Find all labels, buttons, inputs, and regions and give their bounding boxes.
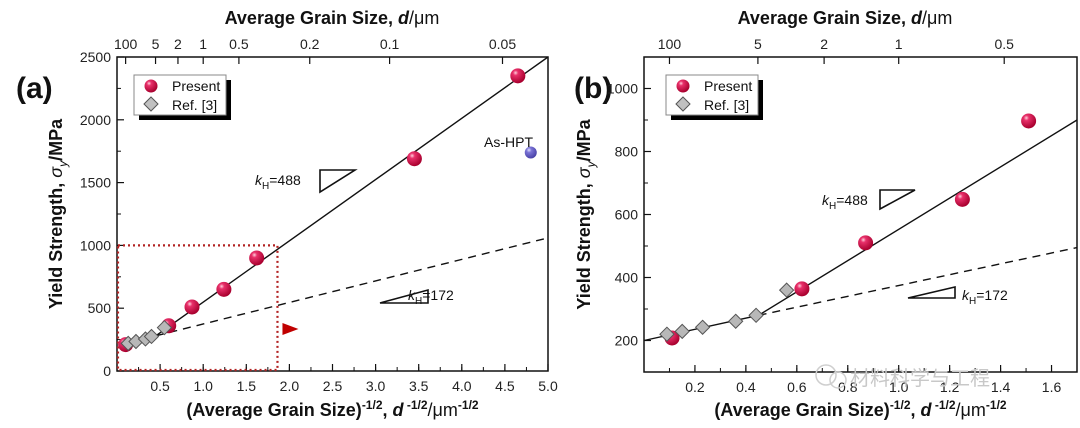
top-tick-label: 0.5 bbox=[994, 36, 1014, 52]
legend-label-present: Present bbox=[172, 78, 220, 94]
data-point-ref3 bbox=[694, 319, 711, 335]
slope-triangle-172 bbox=[907, 285, 956, 299]
top-tick-label: 100 bbox=[658, 36, 682, 52]
y-tick-label: 800 bbox=[615, 144, 639, 160]
legend-marker-ref3 bbox=[675, 96, 691, 112]
x-tick-label: 1.5 bbox=[237, 378, 257, 394]
panel-label: (b) bbox=[574, 72, 612, 105]
data-point-ref3 bbox=[778, 282, 795, 298]
data-point-ref3 bbox=[727, 313, 744, 329]
watermark: 材料科学与工程 bbox=[815, 364, 990, 390]
data-point-ref3 bbox=[156, 319, 173, 336]
x-tick-label: 3.0 bbox=[366, 378, 386, 394]
data-point-present bbox=[184, 299, 200, 315]
legend-marker-present bbox=[144, 79, 158, 93]
x-tick-label: 2.0 bbox=[280, 378, 300, 394]
top-axis-title: Average Grain Size, d/μm bbox=[225, 8, 440, 28]
top-tick-label: 1 bbox=[895, 36, 903, 52]
top-tick-label: 5 bbox=[152, 36, 160, 52]
y-tick-label: 600 bbox=[615, 207, 639, 223]
y-tick-label: 500 bbox=[88, 300, 112, 316]
legend-label-ref3: Ref. [3] bbox=[704, 97, 749, 113]
x-tick-label: 0.2 bbox=[685, 379, 705, 395]
panel-a: (a) Average Grain Size, d/μm 100 5 2 1 0.5 0.2 0… bbox=[16, 8, 558, 420]
top-tick-label: 0.2 bbox=[300, 36, 320, 52]
x-axis-title: (Average Grain Size)-1/2, d -1/2/μm-1/2 bbox=[186, 398, 479, 420]
x-tick-label: 1.4 bbox=[991, 379, 1011, 395]
y-tick-label: 1000 bbox=[607, 81, 638, 97]
top-axis-title: Average Grain Size, d/μm bbox=[738, 8, 953, 28]
wechat-icon bbox=[815, 364, 837, 386]
annotation-kh-488: kH=488 bbox=[822, 192, 868, 212]
y-axis-title: Yield Strength, σy/MPa bbox=[46, 118, 70, 309]
top-tick-label: 0.5 bbox=[229, 36, 249, 52]
x-tick-label: 0.4 bbox=[736, 379, 756, 395]
data-point-ref3 bbox=[143, 328, 160, 345]
legend-label-present: Present bbox=[704, 78, 752, 94]
x-tick-label: 2.5 bbox=[323, 378, 343, 394]
panel-label: (a) bbox=[16, 72, 53, 105]
data-point-present bbox=[1021, 113, 1037, 129]
zoom-region-box bbox=[116, 244, 279, 372]
data-point-ref3 bbox=[748, 307, 764, 324]
y-tick-label: 0 bbox=[103, 363, 111, 379]
y-tick-label: 400 bbox=[615, 270, 639, 286]
annotation-kh-172: kH=172 bbox=[408, 287, 454, 307]
top-tick-label: 1 bbox=[199, 36, 207, 52]
x-tick-label: 1.2 bbox=[940, 379, 960, 395]
data-point-present bbox=[216, 281, 232, 297]
y-tick-label: 1000 bbox=[80, 237, 111, 253]
data-point-present bbox=[510, 68, 526, 84]
y-tick-label: 2000 bbox=[80, 112, 111, 128]
fit-line-kh-172 bbox=[155, 237, 549, 337]
data-point-present bbox=[858, 235, 874, 251]
x-tick-label: 5.0 bbox=[538, 378, 558, 394]
data-point-ref3 bbox=[674, 323, 690, 340]
legend-marker-ref3 bbox=[143, 96, 159, 112]
top-tick-label: 0.05 bbox=[489, 36, 516, 52]
data-point-present bbox=[794, 281, 810, 297]
slope-triangle-172 bbox=[379, 288, 429, 304]
annotation-kh-488: kH=488 bbox=[255, 172, 301, 192]
data-point-as-hpt bbox=[524, 146, 537, 159]
data-point-present bbox=[249, 250, 265, 266]
top-tick-label: 0.1 bbox=[380, 36, 400, 52]
fit-line-kh-488 bbox=[643, 119, 1078, 342]
x-tick-label: 1.0 bbox=[193, 378, 213, 394]
annotation-kh-172: kH=172 bbox=[962, 287, 1008, 307]
legend-label-ref3: Ref. [3] bbox=[172, 97, 217, 113]
data-point-present bbox=[406, 151, 422, 167]
y-tick-label: 1500 bbox=[80, 175, 111, 191]
y-tick-label: 200 bbox=[615, 333, 639, 349]
slope-triangle-488 bbox=[879, 189, 916, 211]
y-tick-label: 2500 bbox=[80, 49, 111, 65]
x-tick-label: 1.6 bbox=[1042, 379, 1062, 395]
panel-b: (b) Average Grain Size, d/μm 100 5 2 1 0.5 0.2 0… bbox=[574, 8, 1078, 420]
watermark-text: 材料科学与工程 bbox=[850, 366, 990, 390]
fit-line-kh-172 bbox=[758, 246, 1078, 316]
x-tick-label: 0.8 bbox=[838, 379, 858, 395]
top-tick-label: 5 bbox=[754, 36, 762, 52]
data-point-ref3 bbox=[659, 326, 675, 342]
x-tick-label: 3.5 bbox=[409, 378, 429, 394]
top-tick-label: 2 bbox=[820, 36, 828, 52]
x-axis-title: (Average Grain Size)-1/2, d -1/2/μm-1/2 bbox=[714, 398, 1007, 420]
x-tick-label: 4.5 bbox=[495, 378, 515, 394]
top-tick-label: 2 bbox=[174, 36, 182, 52]
x-tick-label: 0.5 bbox=[150, 378, 170, 394]
x-tick-label: 4.0 bbox=[452, 378, 472, 394]
y-axis-title: Yield Strength, σy/MPa bbox=[574, 118, 598, 309]
legend-marker-present bbox=[676, 79, 690, 93]
data-point-present bbox=[954, 191, 970, 207]
arrow-right-icon bbox=[282, 323, 299, 335]
x-tick-label: 0.6 bbox=[787, 379, 807, 395]
slope-triangle-488 bbox=[319, 169, 358, 194]
x-tick-label: 1.0 bbox=[889, 379, 909, 395]
wechat-icon-bubble bbox=[829, 371, 847, 389]
top-tick-label: 100 bbox=[114, 36, 138, 52]
annotation-as-hpt: As-HPT bbox=[484, 134, 533, 150]
